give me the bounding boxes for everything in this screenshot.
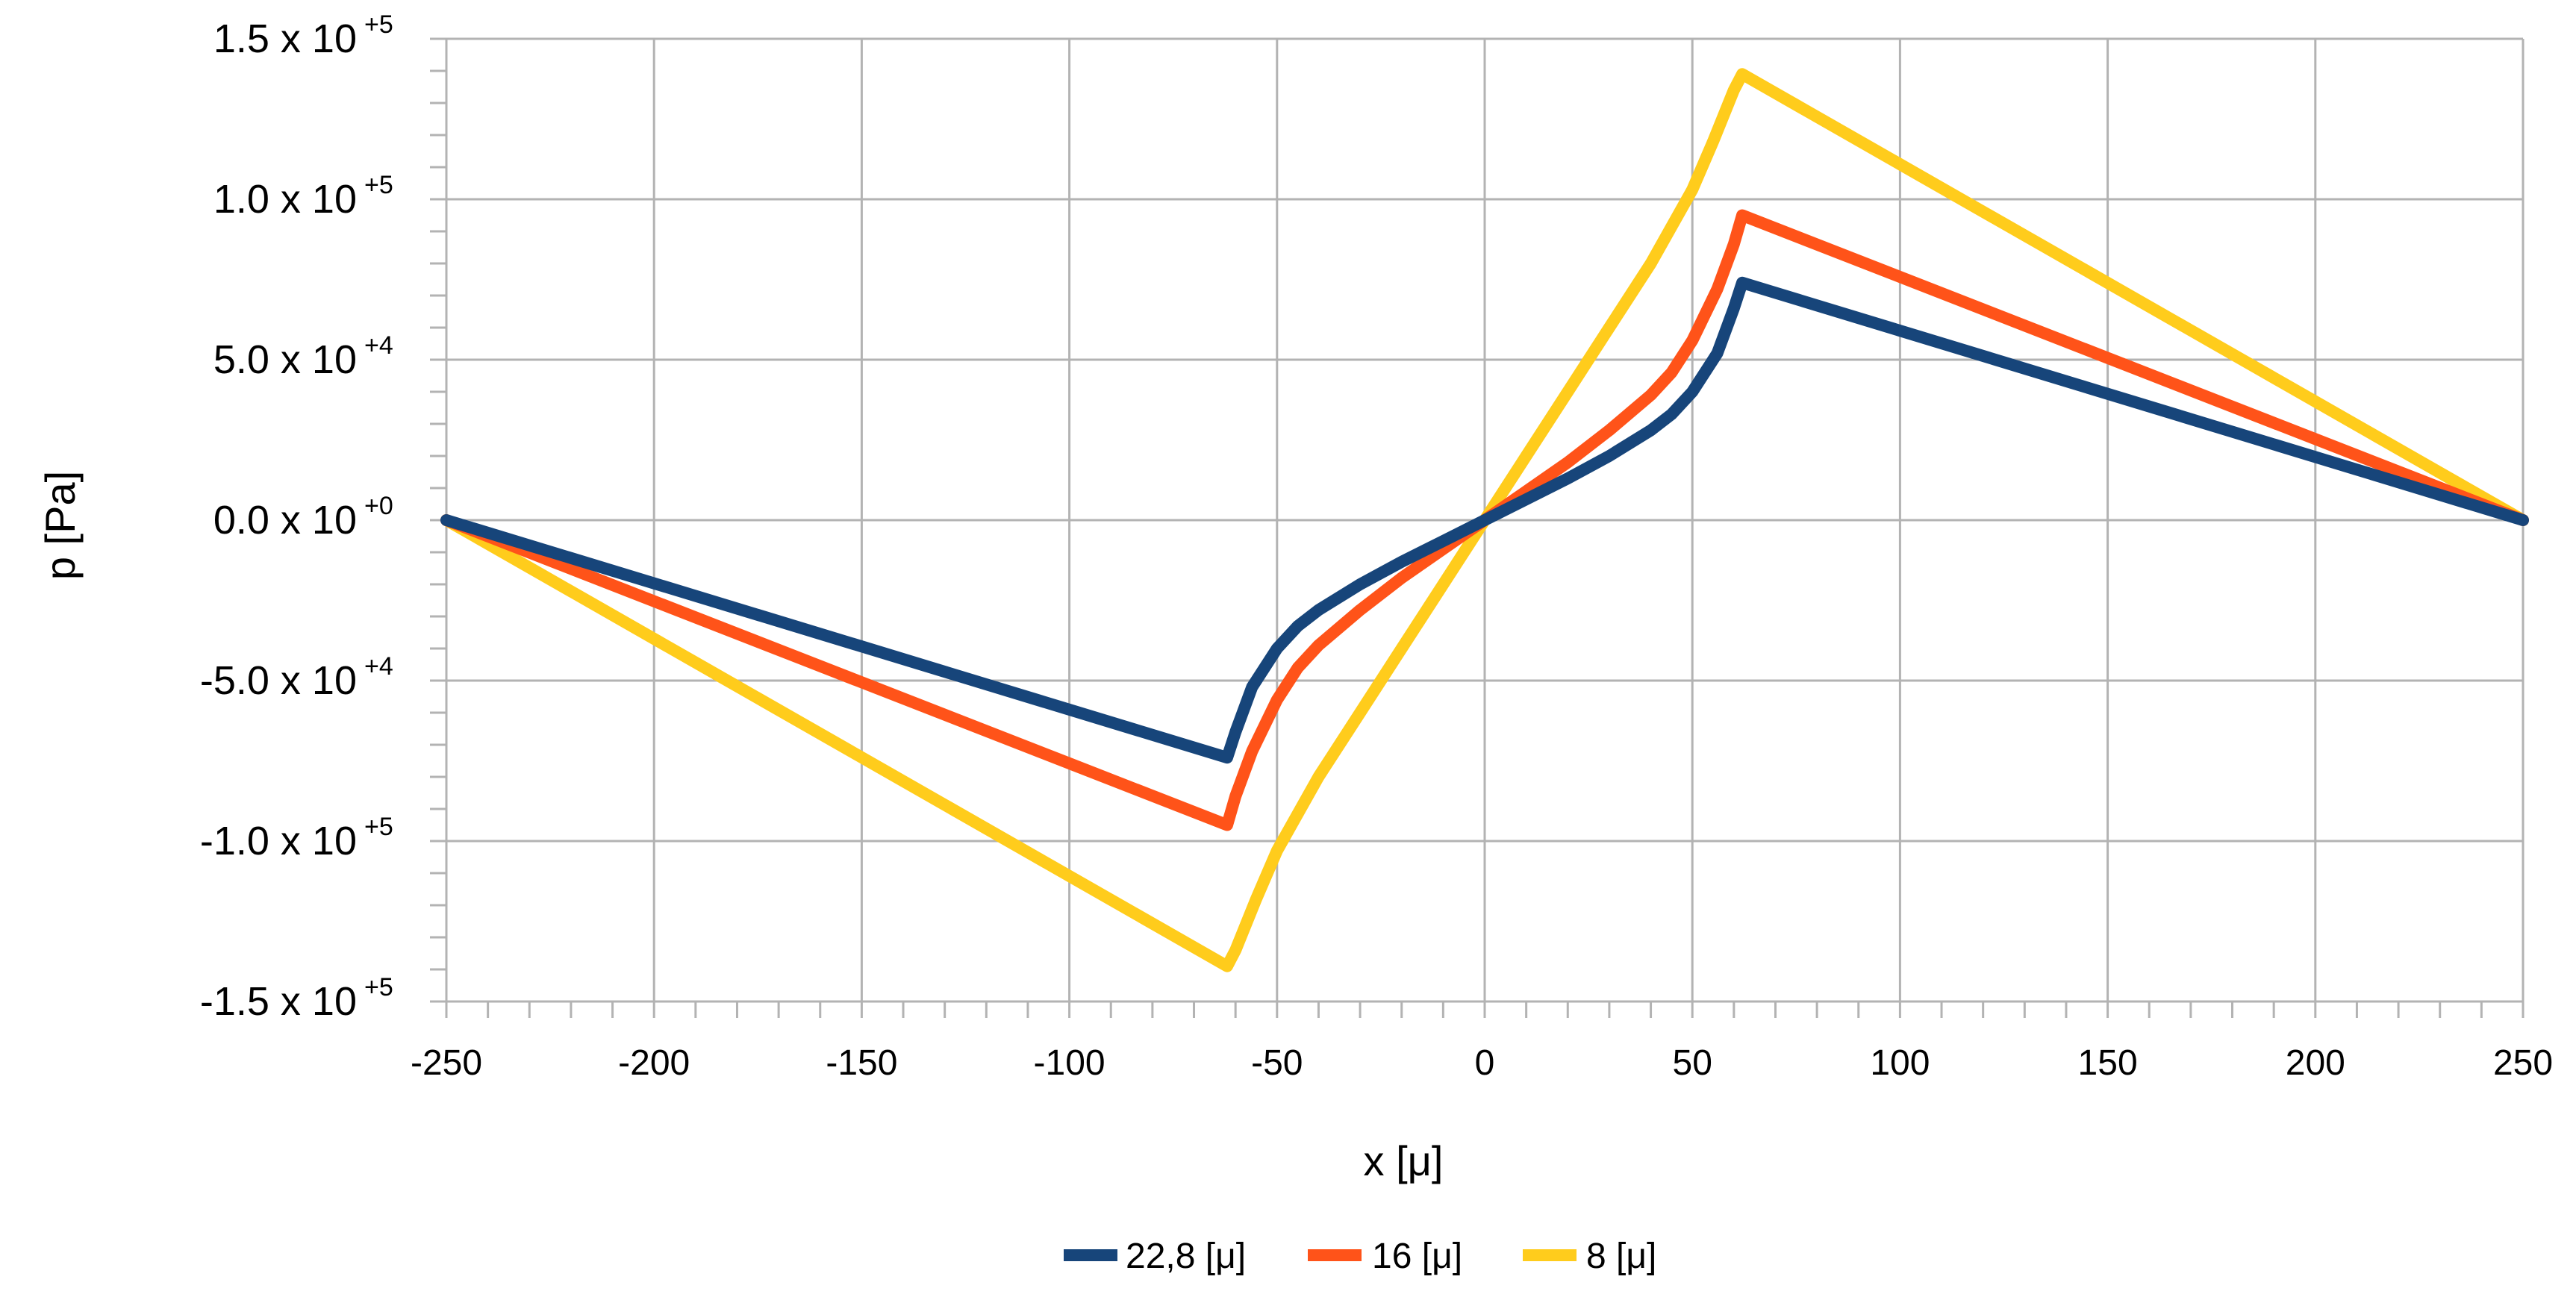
y-tick-label: 0.0 x 10 (213, 498, 357, 543)
y-tick-label: 1.0 x 10 (213, 177, 357, 222)
x-tick-label: -150 (826, 1043, 897, 1083)
series-line-1 (440, 276, 2529, 764)
x-tick-label: 150 (2078, 1043, 2138, 1083)
legend: 22,8 [μ] 16 [μ] 8 [μ] (1064, 1237, 1656, 1276)
y-tick-exponent: +5 (364, 171, 393, 199)
y-tick-label: -1.5 x 10 (200, 979, 357, 1024)
x-tick-label: -50 (1251, 1043, 1303, 1083)
x-tick-label: 250 (2493, 1043, 2553, 1083)
series-lines (440, 68, 2529, 972)
x-tick-label: -200 (618, 1043, 690, 1083)
x-tick-label: -250 (411, 1043, 482, 1083)
y-tick-labels: 1.5 x 10 +51.0 x 10 +55.0 x 10 +40.0 x 10 +0… (200, 10, 393, 1024)
minor-ticks (430, 37, 2524, 1018)
y-tick-label: 1.5 x 10 (213, 16, 357, 61)
x-tick-label: 50 (1673, 1043, 1712, 1083)
y-tick-exponent: +4 (364, 331, 393, 360)
y-tick-label: -1.0 x 10 (200, 819, 357, 863)
y-tick-label: 5.0 x 10 (213, 337, 357, 382)
legend-label-3: 8 [μ] (1586, 1237, 1656, 1276)
y-tick-exponent: +5 (364, 813, 393, 841)
x-tick-label: 200 (2286, 1043, 2345, 1083)
y-tick-exponent: +4 (364, 652, 393, 681)
y-tick-exponent: +0 (364, 492, 393, 520)
x-tick-label: 0 (1475, 1043, 1495, 1083)
y-tick-label: -5.0 x 10 (200, 658, 357, 703)
x-tick-label: 100 (1870, 1043, 1930, 1083)
y-tick-exponent: +5 (364, 973, 393, 1001)
y-tick-exponent: +5 (364, 10, 393, 39)
legend-label-1: 22,8 [μ] (1126, 1237, 1246, 1276)
x-tick-labels: -250 -200 -150 -100 -50 0 50 100 150 200 250 (411, 1043, 2553, 1083)
x-axis-title: x [μ] (1364, 1137, 1444, 1184)
legend-label-2: 16 [μ] (1372, 1237, 1462, 1276)
x-tick-label: -100 (1034, 1043, 1105, 1083)
y-axis-title: p [Pa] (37, 471, 84, 580)
